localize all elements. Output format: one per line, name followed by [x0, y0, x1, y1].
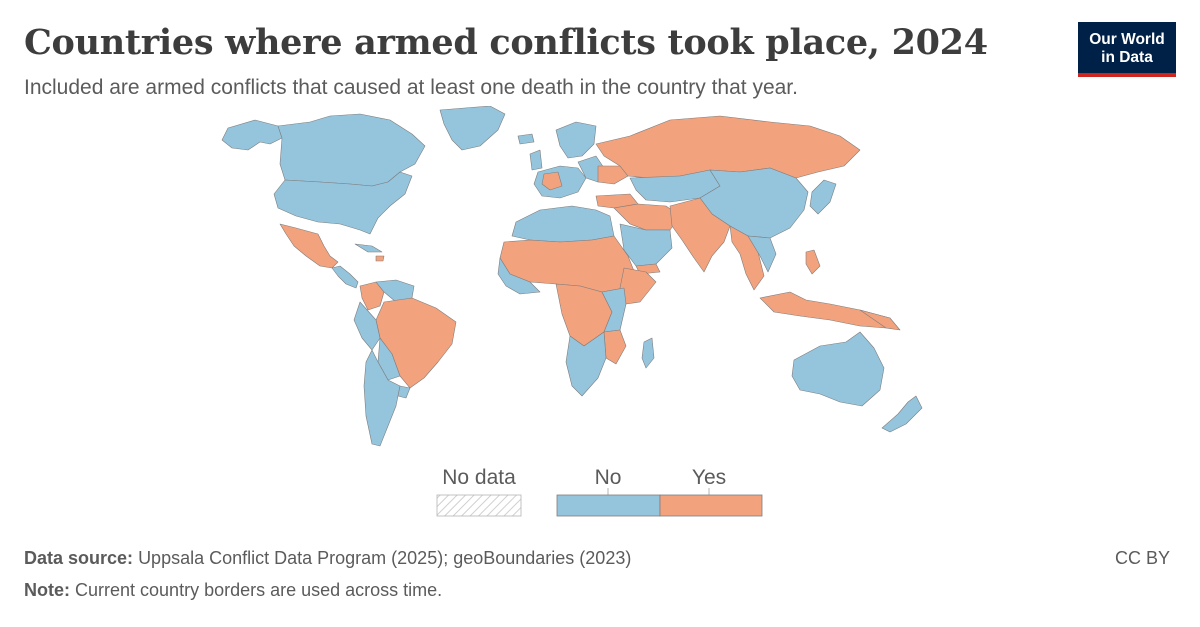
region-north-africa[interactable]: [511, 205, 615, 243]
legend-no-swatch[interactable]: [556, 494, 661, 517]
note-text: Current country borders are used across …: [75, 580, 443, 600]
legend: No data No Yes: [436, 466, 763, 517]
region-iceland[interactable]: [517, 133, 535, 145]
legend-nodata-label: No data: [442, 466, 516, 489]
region-australia[interactable]: [791, 331, 885, 407]
region-uk[interactable]: [529, 149, 543, 171]
region-uruguay[interactable]: [397, 385, 411, 399]
chart-title: Countries where armed conflicts took pla…: [24, 22, 988, 63]
region-papua-new-guinea[interactable]: [859, 309, 901, 331]
data-source-label: Data source:: [24, 548, 134, 568]
note-label: Note:: [24, 580, 70, 600]
note: Note: Current country borders are used a…: [24, 580, 442, 601]
region-peru-ecuador[interactable]: [353, 301, 381, 351]
legend-yes-label: Yes: [692, 466, 726, 489]
license-link[interactable]: CC BY: [1114, 548, 1170, 568]
region-scandinavia[interactable]: [555, 121, 597, 159]
owid-logo[interactable]: Our World in Data: [1078, 22, 1176, 77]
region-new-zealand[interactable]: [881, 395, 923, 433]
logo-line-1: Our World: [1089, 31, 1165, 48]
region-central-america[interactable]: [331, 265, 359, 289]
region-ukraine[interactable]: [597, 165, 629, 185]
data-source-text[interactable]: Uppsala Conflict Data Program (2025); ge…: [138, 548, 632, 568]
region-haiti[interactable]: [375, 255, 385, 262]
region-south-asia[interactable]: [669, 197, 731, 273]
region-bolivia-paraguay[interactable]: [377, 337, 401, 381]
region-horn-of-africa[interactable]: [619, 267, 657, 305]
region-france[interactable]: [541, 171, 563, 191]
region-madagascar[interactable]: [641, 337, 655, 369]
region-indochina[interactable]: [747, 235, 777, 273]
region-mexico[interactable]: [279, 223, 339, 269]
region-mozambique[interactable]: [603, 329, 627, 365]
world-map[interactable]: [200, 106, 980, 451]
data-source: Data source: Uppsala Conflict Data Progr…: [24, 548, 631, 569]
region-chile-argentina[interactable]: [363, 349, 401, 447]
region-usa[interactable]: [273, 171, 413, 235]
region-west-africa-coast[interactable]: [497, 257, 541, 295]
logo-line-2: in Data: [1101, 49, 1153, 66]
region-alaska[interactable]: [221, 119, 283, 151]
region-southern-africa[interactable]: [565, 331, 607, 397]
region-japan-korea[interactable]: [809, 179, 837, 215]
region-russia[interactable]: [595, 115, 861, 179]
legend-nodata-swatch: [436, 494, 522, 517]
region-indonesia[interactable]: [759, 291, 891, 329]
legend-no-label: No: [595, 466, 622, 489]
region-greenland[interactable]: [439, 106, 506, 151]
region-philippines[interactable]: [805, 249, 821, 275]
chart-subtitle: Included are armed conflicts that caused…: [24, 76, 798, 99]
legend-yes-swatch[interactable]: [659, 494, 763, 517]
region-caribbean[interactable]: [354, 243, 383, 253]
